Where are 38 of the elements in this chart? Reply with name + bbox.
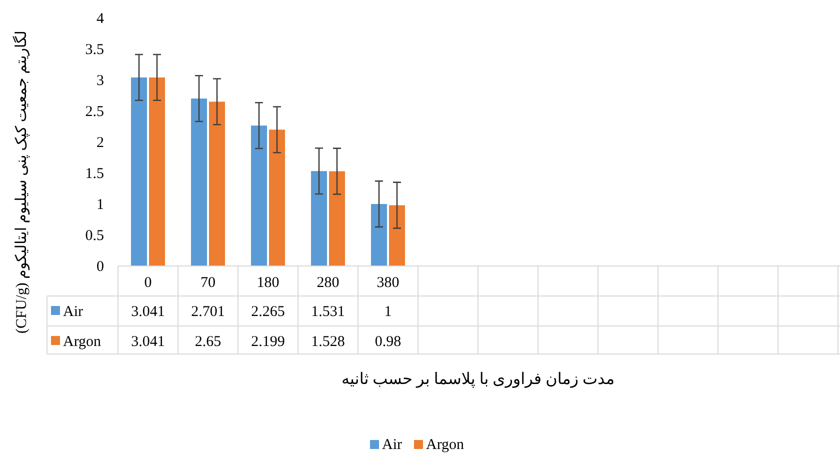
- data-label: 2.199: [251, 334, 285, 350]
- y-tick-label: 1: [96, 197, 104, 213]
- bar: [329, 171, 345, 266]
- y-tick-label: 1.5: [85, 166, 104, 182]
- y-tick-label: 4: [96, 11, 104, 27]
- data-label: 2.265: [251, 304, 285, 320]
- x-tick-label: 380: [376, 275, 400, 291]
- y-tick-label: 3.5: [85, 42, 104, 58]
- data-label: 2.65: [194, 334, 222, 350]
- x-tick-label: 0: [144, 275, 152, 291]
- y-tick-label: 0: [96, 259, 104, 275]
- bar: [389, 205, 405, 266]
- bar: [131, 77, 147, 266]
- bar: [149, 77, 165, 266]
- y-tick-label: 0.5: [85, 228, 104, 244]
- legend-label: Air: [63, 304, 83, 320]
- bar: [311, 171, 327, 266]
- y-axis-title: لگاریتم جمعیت کپک پنی سیلیوم ایتالیکوم (CFU/g): [12, 30, 30, 334]
- data-label: 3.041: [131, 334, 165, 350]
- y-tick-label: 2: [96, 135, 104, 151]
- x-tick-label: 180: [256, 275, 280, 291]
- x-tick-label: 280: [316, 275, 340, 291]
- data-label: 1.528: [311, 334, 345, 350]
- bar: [251, 126, 267, 266]
- data-label: 2.701: [191, 304, 225, 320]
- x-tick-label: 70: [200, 275, 216, 291]
- x-axis-title: مدت زمان فراوری با پلاسما بر حسب ثانیه: [341, 371, 615, 388]
- bar: [191, 98, 207, 266]
- bar: [209, 102, 225, 266]
- legend-label: Argon: [63, 334, 102, 350]
- data-label: 1.531: [311, 304, 345, 320]
- y-tick-label: 2.5: [85, 104, 104, 120]
- data-label: 0.98: [374, 334, 402, 350]
- data-label: 1: [384, 304, 392, 320]
- bar: [269, 130, 285, 266]
- bar: [371, 204, 387, 266]
- y-tick-label: 3: [96, 73, 104, 89]
- data-label: 3.041: [131, 304, 165, 320]
